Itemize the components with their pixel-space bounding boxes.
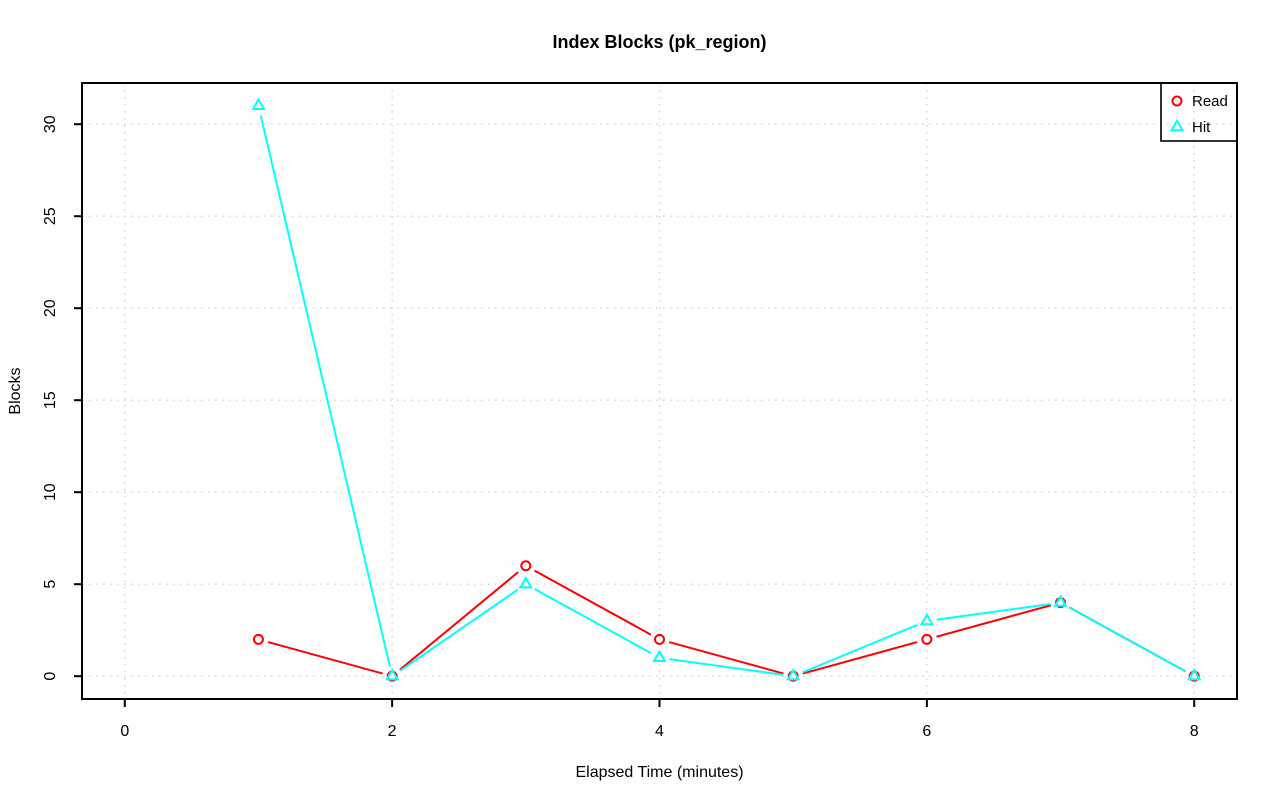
series-segment	[936, 602, 1051, 621]
data-point-triangle	[1187, 667, 1202, 681]
series-segment	[259, 115, 391, 667]
x-tick-label: 0	[120, 723, 129, 740]
data-point-triangle	[1053, 594, 1068, 607]
series-segment	[267, 641, 383, 675]
series-segment	[802, 641, 918, 675]
data-point-triangle	[652, 649, 667, 662]
y-axis: 0 5 10 15 20 25 30	[42, 115, 82, 681]
data-point-triangle	[385, 667, 400, 681]
series-segment	[399, 571, 519, 671]
series-segment	[668, 641, 784, 675]
series-segment	[669, 658, 784, 676]
data-point-triangle	[1169, 118, 1185, 132]
y-tick-label: 0	[42, 672, 59, 681]
y-axis-label: Blocks	[7, 367, 24, 414]
x-tick-label: 4	[655, 723, 664, 740]
series-segment	[534, 569, 652, 636]
series-segment	[936, 604, 1052, 638]
x-tick-label: 6	[922, 723, 931, 740]
legend: Read Hit	[1160, 82, 1238, 142]
x-axis: 0 2 4 6 8	[120, 699, 1199, 740]
legend-box	[1160, 82, 1238, 142]
data-point-circle	[252, 633, 264, 645]
series-segment	[1068, 606, 1186, 673]
data-point-triangle	[786, 667, 801, 681]
data-point-circle	[921, 633, 933, 645]
series-segment	[534, 588, 652, 654]
y-tick-label: 10	[42, 483, 59, 501]
series-hit	[251, 97, 1202, 681]
gridlines	[82, 83, 1237, 699]
y-tick-label: 30	[42, 115, 59, 133]
series-segment	[399, 589, 519, 672]
data-point-triangle	[518, 575, 533, 589]
data-point-triangle	[919, 612, 934, 626]
x-axis-label: Elapsed Time (minutes)	[575, 764, 743, 781]
series-segment	[802, 623, 918, 674]
y-tick-label: 5	[42, 580, 59, 589]
chart-title: Index Blocks (pk_region)	[552, 32, 766, 52]
data-point-circle	[1171, 95, 1183, 107]
data-point-circle	[654, 633, 665, 645]
x-tick-label: 2	[388, 723, 397, 740]
y-tick-label: 20	[42, 299, 59, 317]
x-tick-label: 8	[1190, 723, 1199, 740]
data-point-triangle	[251, 97, 266, 111]
legend-label-read: Read	[1192, 93, 1228, 110]
y-tick-label: 25	[42, 207, 59, 225]
data-point-circle	[520, 560, 532, 572]
legend-label-hit: Hit	[1192, 119, 1211, 136]
y-tick-label: 15	[42, 391, 59, 409]
